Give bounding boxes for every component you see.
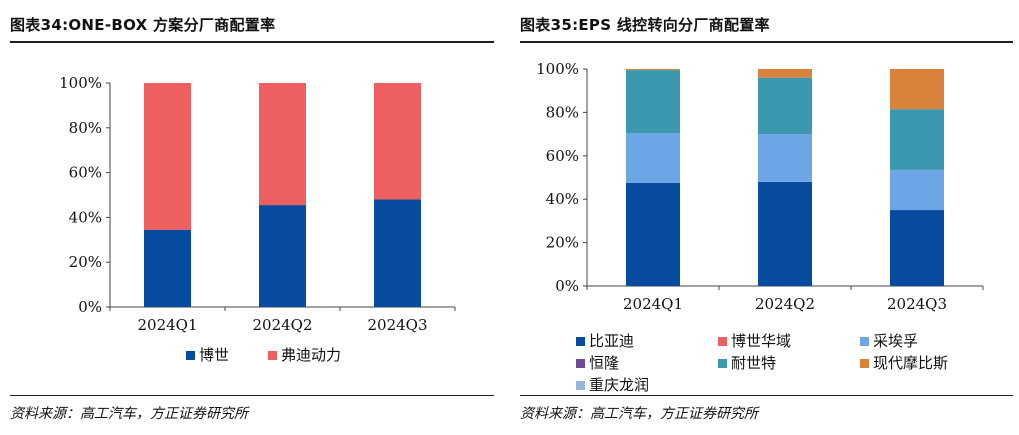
bar-segment-1-5 — [626, 70, 680, 134]
x-tick-label: 2024Q2 — [755, 295, 815, 313]
chart-title: 图表34:ONE-BOX 方案分厂商配置率 — [10, 16, 276, 34]
bar-segment-3-1 — [374, 199, 421, 307]
y-tick-label: 80% — [69, 119, 102, 137]
bar-segment-3-1 — [890, 210, 944, 286]
x-tick-label: 2024Q2 — [252, 316, 312, 334]
bar-segment-3-2 — [374, 83, 421, 200]
bar-segment-3-5 — [890, 109, 944, 170]
chart-panel-right: 图表35:EPS 线控转向分厂商配置率 0% 20% 40% 60% 80% 100% 20… — [510, 0, 1019, 435]
legend-label: 博世 — [199, 346, 229, 364]
bar-segment-1-2 — [144, 83, 191, 230]
source-note: 资料来源：高工汽车，方正证券研究所 — [520, 406, 758, 422]
y-tick-label: 60% — [69, 164, 102, 182]
y-tick-label: 40% — [69, 208, 102, 226]
y-tick-label: 0% — [555, 277, 579, 295]
legend-swatch — [576, 381, 585, 390]
bar-segment-1-3 — [626, 133, 680, 183]
y-tick-label: 80% — [546, 103, 579, 121]
source-note: 资料来源：高工汽车，方正证券研究所 — [10, 406, 248, 422]
legend-label: 重庆龙润 — [589, 376, 649, 394]
legend-label: 比亚迪 — [589, 332, 634, 350]
bar-segment-2-1 — [259, 205, 306, 307]
legend-label: 采埃孚 — [873, 332, 918, 350]
legend-label: 现代摩比斯 — [873, 354, 948, 372]
bar-segment-2-1 — [758, 181, 812, 286]
legend-swatch — [860, 359, 869, 368]
legend-label: 耐世特 — [731, 354, 776, 372]
legend-swatch — [718, 337, 727, 346]
legend-swatch — [186, 351, 195, 360]
eps-chart: 0% 20% 40% 60% 80% 100% 2024Q1 2024Q2 2024Q3 比亚迪 博… — [536, 60, 984, 394]
y-tick-label: 0% — [78, 298, 102, 316]
x-tick-label: 2024Q3 — [887, 295, 947, 313]
bar-segment-3-3 — [890, 169, 944, 211]
legend-label: 弗迪动力 — [281, 346, 341, 364]
bar-segment-2-6 — [758, 69, 812, 78]
x-tick-label: 2024Q1 — [137, 316, 197, 334]
legend-swatch — [576, 337, 585, 346]
legend-label: 恒隆 — [589, 354, 619, 372]
y-tick-label: 40% — [546, 190, 579, 208]
bar-segment-1-1 — [626, 182, 680, 286]
legend-swatch — [576, 359, 585, 368]
bar-segment-3-6 — [890, 69, 944, 110]
bar-segment-1-1 — [144, 229, 191, 307]
x-tick-label: 2024Q1 — [623, 295, 683, 313]
bar-segment-2-5 — [758, 77, 812, 135]
bar-segment-1-6 — [626, 69, 680, 71]
source-rule — [520, 395, 1013, 396]
chart-panel-left: 图表34:ONE-BOX 方案分厂商配置率 0% 20% 40% 60% 80% 100%… — [0, 0, 500, 435]
chart-title: 图表35:EPS 线控转向分厂商配置率 — [520, 16, 770, 34]
y-tick-label: 60% — [546, 147, 579, 165]
source-rule — [10, 395, 494, 396]
y-tick-label: 20% — [69, 253, 102, 271]
y-tick-label: 100% — [536, 60, 579, 78]
title-rule — [10, 41, 494, 43]
y-tick-label: 20% — [546, 234, 579, 252]
onebox-chart: 0% 20% 40% 60% 80% 100% 2024Q1 2024Q2 2024Q3 博世 弗迪… — [59, 74, 456, 364]
legend-swatch — [268, 351, 277, 360]
bar-segment-2-2 — [259, 83, 306, 206]
title-rule — [520, 41, 1013, 43]
legend-swatch — [718, 359, 727, 368]
legend-label: 博世华域 — [731, 332, 791, 350]
y-tick-label: 100% — [59, 74, 102, 92]
bar-segment-2-3 — [758, 134, 812, 182]
x-tick-label: 2024Q3 — [367, 316, 427, 334]
legend-swatch — [860, 337, 869, 346]
